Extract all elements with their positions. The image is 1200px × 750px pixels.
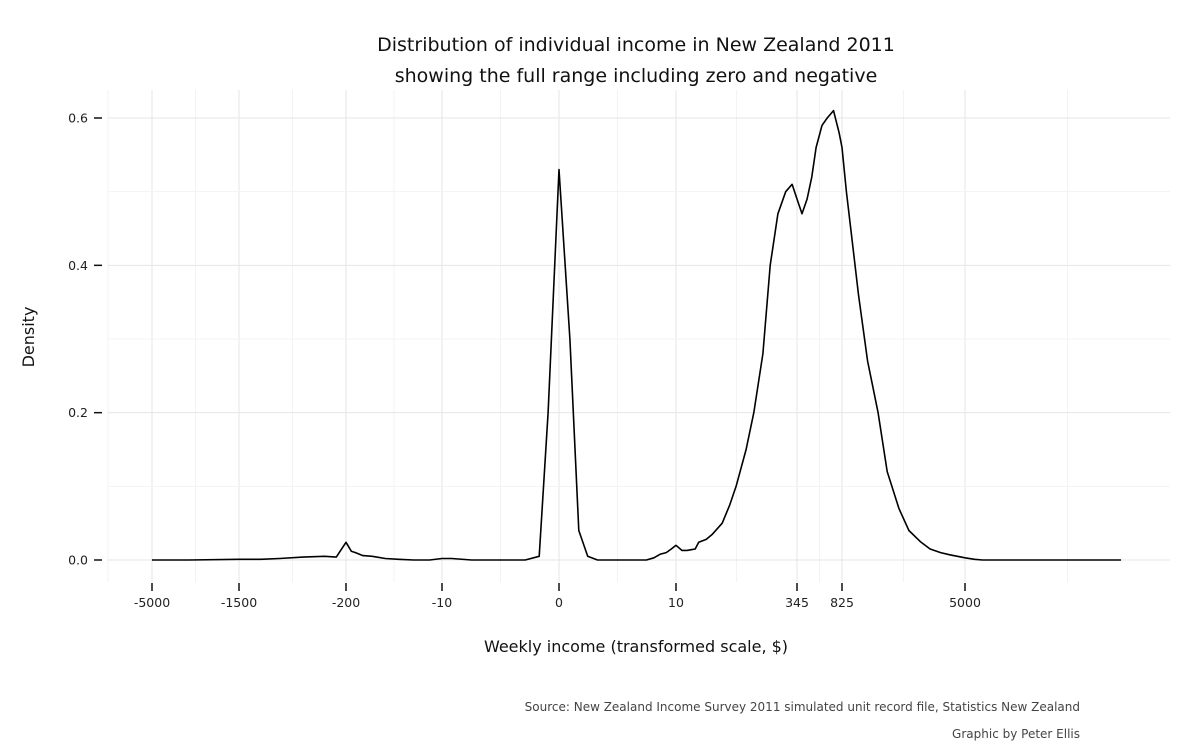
x-tick-label: 5000 [949, 595, 981, 610]
credit-caption: Graphic by Peter Ellis [952, 727, 1080, 741]
x-tick-label: 345 [785, 595, 809, 610]
y-tick-label: 0.0 [68, 553, 88, 568]
x-tick-label: 0 [555, 595, 563, 610]
density-line [152, 109, 1121, 561]
x-tick-label: -1500 [221, 595, 257, 610]
chart-subtitle: showing the full range including zero an… [395, 65, 878, 87]
y-tick-label: 0.6 [68, 111, 88, 126]
source-caption: Source: New Zealand Income Survey 2011 s… [525, 700, 1080, 714]
x-axis-title: Weekly income (transformed scale, $) [484, 637, 788, 656]
x-tick-label: 10 [668, 595, 684, 610]
x-tick-label: 825 [830, 595, 854, 610]
y-tick-label: 0.2 [68, 405, 88, 420]
grid [107, 90, 1170, 582]
axes: 0.0 0.2 0.4 0.6 -5000 -1500 -200 -10 0 10 345 825 50… [68, 111, 981, 611]
x-tick-label: -10 [432, 595, 452, 610]
y-tick-label: 0.4 [68, 258, 88, 273]
series-layer [152, 109, 1121, 561]
x-tick-label: -5000 [134, 595, 170, 610]
y-axis-title: Density [19, 307, 38, 368]
chart-title: Distribution of individual income in New… [377, 34, 895, 56]
x-tick-label: -200 [332, 595, 360, 610]
